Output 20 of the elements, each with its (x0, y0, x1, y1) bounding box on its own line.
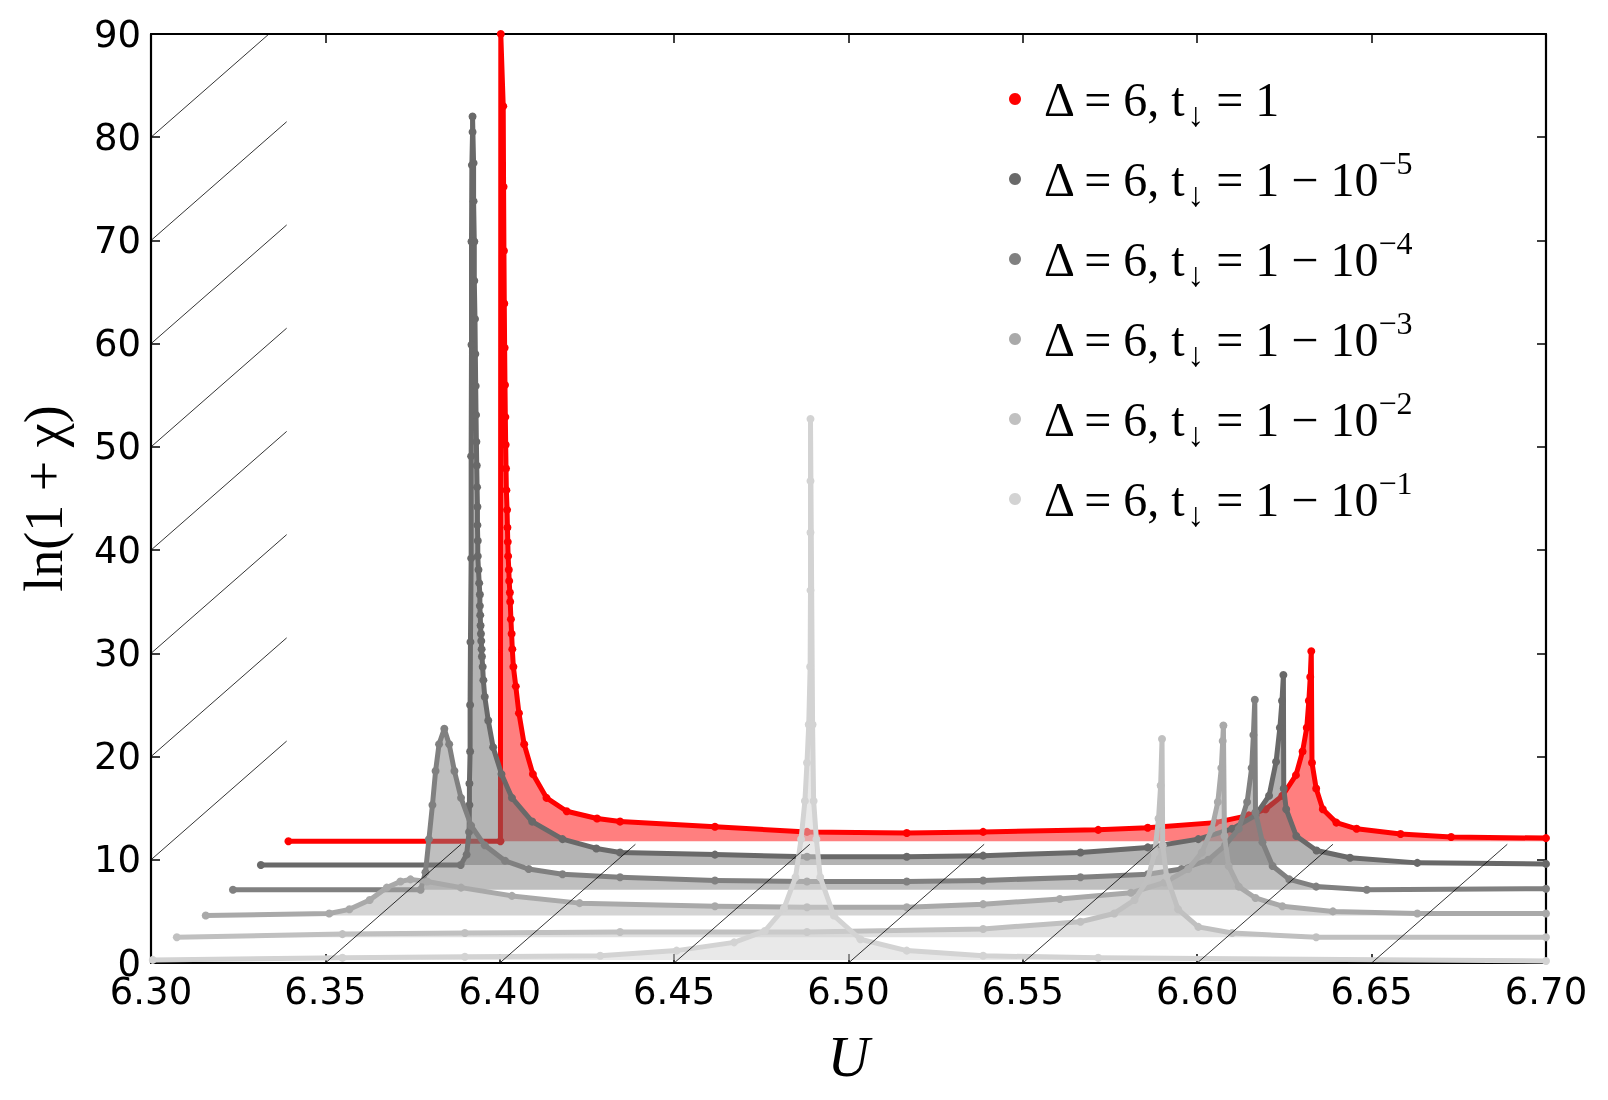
x-tick-label: 6.55 (981, 970, 1065, 1013)
y-tick-label: 50 (93, 425, 141, 469)
x-axis-title: U (827, 1023, 874, 1089)
y-tick-label: 60 (93, 322, 141, 366)
y-axis-title: ln(1 + χ) (14, 405, 74, 592)
x-tick-label: 6.40 (458, 970, 541, 1013)
y-tick-label: 40 (93, 528, 141, 572)
x-tick-label: 6.65 (1330, 970, 1413, 1013)
y-tick-label: 80 (93, 115, 141, 159)
y-tick-label: 30 (93, 631, 141, 675)
y-tick-label: 70 (93, 218, 141, 262)
x-tick-label: 6.35 (284, 970, 367, 1013)
x-tick-label: 6.70 (1504, 970, 1588, 1013)
x-tick-label: 6.60 (1156, 970, 1239, 1013)
y-tick-label: 10 (93, 838, 141, 882)
legend-label: Δ = 6, t↓ = 1 (1044, 72, 1280, 133)
x-tick-label: 6.45 (632, 970, 716, 1013)
y-tick-label: 20 (93, 735, 141, 779)
x-tick-label: 6.50 (807, 970, 890, 1013)
y-tick-label: 90 (93, 12, 141, 56)
